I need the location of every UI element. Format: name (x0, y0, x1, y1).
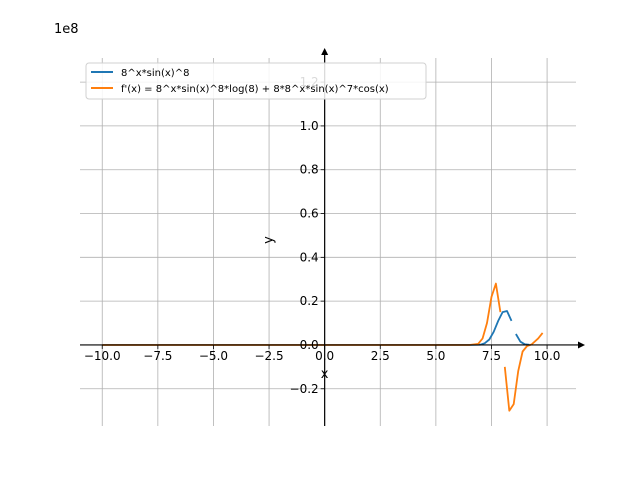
y-tick-label: 0.4 (300, 250, 319, 264)
y-axis-label: y (262, 236, 277, 244)
axes (80, 48, 585, 426)
x-tick-label: 7.5 (482, 349, 501, 363)
series-1-line (515, 333, 530, 346)
x-tick-label: 10.0 (534, 349, 561, 363)
y-tick-label: 0.0 (300, 338, 319, 352)
x-axis-label: x (321, 367, 329, 382)
x-tick-label: 2.5 (371, 349, 390, 363)
series-layer (102, 282, 544, 412)
x-axis-arrow-icon (578, 341, 585, 349)
x-tick-label: −5.0 (199, 349, 228, 363)
x-tick-label: −7.5 (143, 349, 172, 363)
x-tick-label: −10.0 (84, 349, 121, 363)
y-tick-label: −0.2 (290, 382, 319, 396)
ticks: −10.0 −7.5 −5.0 −2.5 0.0 2.5 5.0 7.5 10.0 −0.2 0.0… (84, 75, 561, 396)
series-2-line (102, 282, 502, 346)
y-tick-label: 0.2 (300, 294, 319, 308)
x-tick-label: −2.5 (254, 349, 283, 363)
legend: 8^x*sin(x)^8 f'(x) = 8^x*sin(x)^8*log(8) … (85, 62, 427, 100)
y-axis-arrow-icon (321, 48, 329, 55)
y-tick-label: 0.8 (300, 163, 319, 177)
legend-box (85, 62, 427, 100)
series-2-line (503, 332, 544, 412)
legend-label-1: 8^x*sin(x)^8 (121, 68, 189, 79)
legend-label-2: f'(x) = 8^x*sin(x)^8*log(8) + 8*8^x*sin(… (121, 84, 389, 95)
y-tick-label: 0.6 (300, 207, 319, 221)
y-scale-label: 1e8 (54, 22, 79, 37)
x-tick-label: 5.0 (426, 349, 445, 363)
x-tick-label: 0.0 (315, 349, 334, 363)
y-tick-label: 1.0 (300, 119, 319, 133)
